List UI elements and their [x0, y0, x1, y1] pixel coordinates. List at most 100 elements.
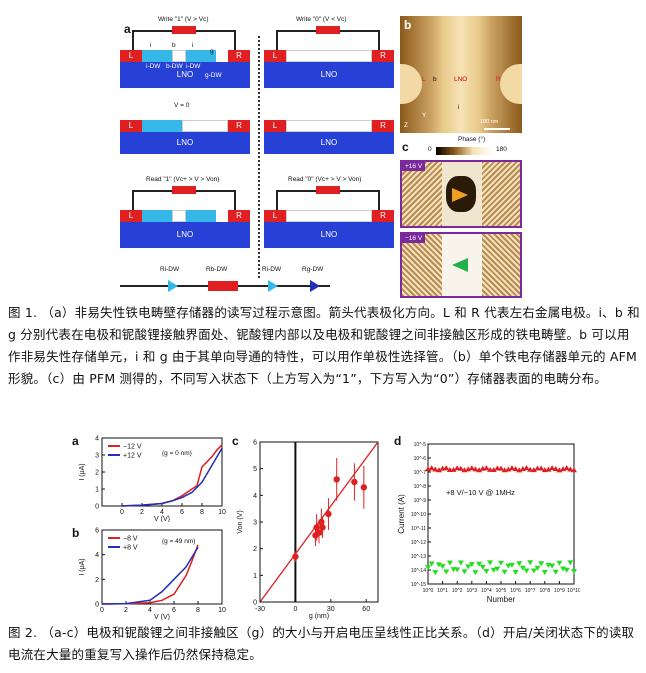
data-point	[498, 465, 504, 471]
y-tick-label: 10^-10	[411, 512, 426, 518]
afm-i: i	[458, 104, 460, 111]
electrode-L: L	[264, 120, 286, 132]
data-point	[556, 560, 563, 566]
y-tick-label: 10^-8	[414, 484, 427, 490]
electrode-L: L	[120, 210, 142, 222]
series-line	[101, 544, 199, 605]
data-point	[552, 465, 559, 471]
data-point	[567, 466, 574, 472]
y-tick-label: 2	[95, 470, 99, 477]
data-point	[494, 566, 501, 572]
data-point	[487, 560, 494, 566]
mark-b: b	[172, 42, 176, 49]
data-point	[428, 561, 435, 567]
divider	[258, 36, 260, 278]
y-tick-label: 10^-14	[411, 568, 426, 574]
x-tick-label: 10^7	[525, 588, 536, 594]
series-line	[101, 546, 199, 605]
data-point	[318, 518, 325, 526]
domain	[186, 210, 216, 222]
data-point	[333, 476, 340, 483]
x-axis-label: V (V)	[154, 516, 170, 522]
data-point	[425, 565, 431, 571]
fig1-panel-b-label: b	[404, 18, 412, 32]
circuit-label: Rg-DW	[302, 266, 324, 273]
electrode-L: L	[264, 50, 286, 62]
domain	[142, 120, 182, 132]
note-d: +8 V/−10 V @ 1MHz	[446, 488, 515, 497]
fig2-panel-b-label: b	[72, 526, 80, 540]
data-point	[472, 570, 479, 576]
lno-layer: LNO	[264, 132, 394, 154]
x-tick-label: 0	[293, 606, 297, 613]
y-tick-label: 1	[253, 573, 257, 580]
data-point	[523, 465, 530, 471]
y-tick-label: 10^-6	[414, 456, 427, 462]
pfm-top-voltage: +16 V	[402, 162, 426, 171]
y-tick-label: 4	[95, 436, 99, 443]
dw-label: g-DW	[205, 72, 222, 79]
mark-i: i	[192, 42, 194, 49]
x-tick-label: 2	[124, 607, 128, 614]
data-point	[530, 467, 537, 473]
data-point	[571, 467, 577, 473]
data-point	[549, 563, 556, 569]
y-tick-label: 10^-7	[414, 470, 427, 476]
y-tick-label: 10^-9	[414, 498, 427, 504]
domain	[182, 120, 228, 132]
data-point	[508, 562, 515, 568]
x-tick-label: 10^6	[510, 588, 521, 594]
cell-v0: L R LNO	[120, 110, 250, 154]
diode-icon	[310, 280, 320, 292]
write0-title: Write "0" (V < Vc)	[296, 16, 347, 23]
x-tick-label: 60	[362, 606, 370, 613]
x-tick-label: 10^10	[567, 588, 580, 594]
afm-lno: LNO	[454, 76, 468, 83]
figure2-caption: 图 2. （a-c）电极和铌酸锂之间非接触区（g）的大小与开启电压呈线性正比关系…	[8, 625, 635, 662]
equivalent-circuit	[120, 280, 330, 292]
data-point	[351, 478, 358, 486]
data-point	[319, 524, 326, 531]
x-tick-label: 10^0	[423, 588, 434, 594]
y-tick-label: 4	[95, 552, 99, 559]
data-point	[454, 567, 461, 573]
x-axis-label: g (nm)	[309, 613, 329, 620]
series-line	[121, 447, 223, 507]
voltage-source	[316, 186, 340, 194]
legend-label: −8 V	[123, 536, 138, 543]
legend-label: +8 V	[123, 545, 138, 552]
x-tick-label: 6	[180, 509, 184, 516]
legend-label: +12 V	[123, 453, 142, 460]
pfm-bottom: −16 V	[400, 232, 522, 298]
annot-b: (g = 49 nm)	[162, 538, 196, 545]
electrode-R: R	[372, 50, 394, 62]
voltage-source	[172, 26, 196, 34]
y-tick-label: 2	[95, 577, 99, 584]
y-tick-label: 10^-11	[411, 526, 426, 532]
plot-frame	[101, 437, 223, 507]
data-point	[315, 529, 323, 536]
x-tick-label: 6	[172, 607, 176, 614]
data-point	[457, 560, 464, 566]
figure1-caption: 图 1. （a）非易失性铁电畴壁存储器的读写过程示意图。箭头代表极化方向。L 和…	[8, 305, 640, 386]
data-point	[468, 562, 475, 568]
circuit-label: Ri-DW	[262, 266, 282, 273]
x-axis-label: Number	[487, 595, 516, 604]
x-tick-label: 30	[327, 606, 335, 613]
annot-a: (g = 0 nm)	[162, 450, 192, 457]
electrode-R: R	[228, 210, 250, 222]
x-axis-label: V (V)	[154, 614, 170, 620]
data-point	[494, 465, 501, 471]
y-tick-label: 6	[253, 440, 257, 447]
fig2-panel-d-label: d	[394, 434, 402, 448]
phase-colorbar	[436, 147, 492, 155]
y-tick-label: 0	[253, 600, 257, 607]
pfm-bottom-voltage: −16 V	[402, 234, 426, 243]
data-point	[461, 569, 468, 575]
data-point	[516, 467, 523, 473]
x-tick-label: 0	[120, 509, 124, 516]
data-point	[545, 466, 552, 472]
y-tick-label: 5	[253, 466, 257, 473]
domain	[172, 210, 186, 222]
